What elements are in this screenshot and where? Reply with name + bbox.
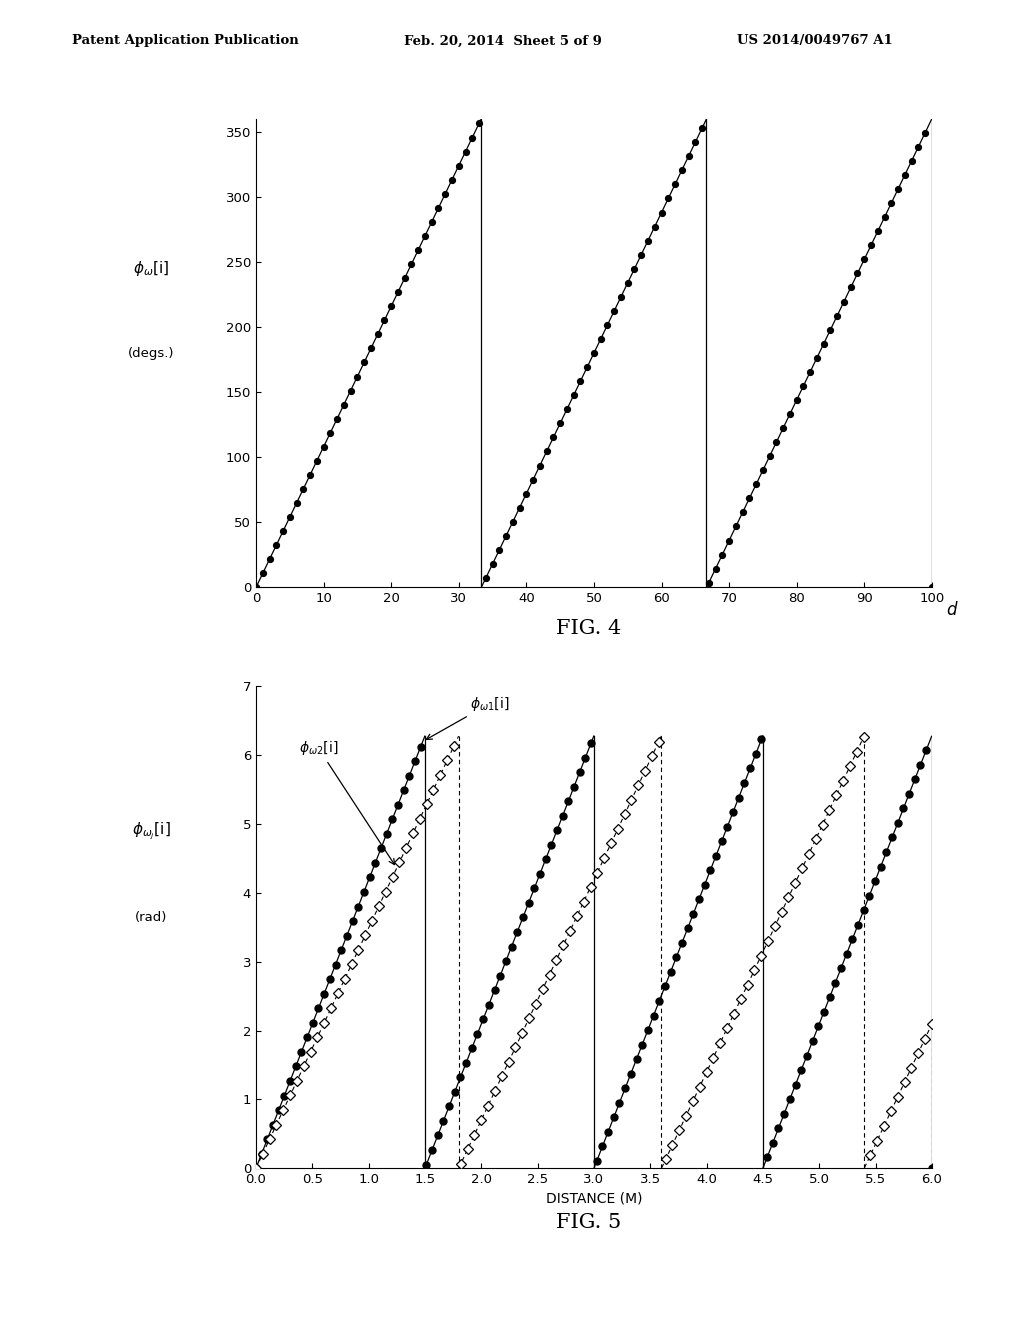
Text: (rad): (rad) xyxy=(135,911,168,924)
Text: $\phi_{\omega 1}$[i]: $\phi_{\omega 1}$[i] xyxy=(426,694,510,739)
Text: US 2014/0049767 A1: US 2014/0049767 A1 xyxy=(737,34,893,48)
Text: FIG. 5: FIG. 5 xyxy=(556,1213,622,1232)
X-axis label: DISTANCE (M): DISTANCE (M) xyxy=(546,1192,642,1205)
Text: $\phi_{\omega 2}$[i]: $\phi_{\omega 2}$[i] xyxy=(299,739,394,865)
Text: Patent Application Publication: Patent Application Publication xyxy=(72,34,298,48)
X-axis label: $d$: $d$ xyxy=(946,602,958,619)
Text: Feb. 20, 2014  Sheet 5 of 9: Feb. 20, 2014 Sheet 5 of 9 xyxy=(404,34,602,48)
Text: FIG. 4: FIG. 4 xyxy=(556,619,622,638)
Text: (degs.): (degs.) xyxy=(128,347,174,359)
Text: $\phi_\omega$[i]: $\phi_\omega$[i] xyxy=(133,259,169,279)
Text: $\phi_{\omega_j}$[i]: $\phi_{\omega_j}$[i] xyxy=(132,820,171,842)
